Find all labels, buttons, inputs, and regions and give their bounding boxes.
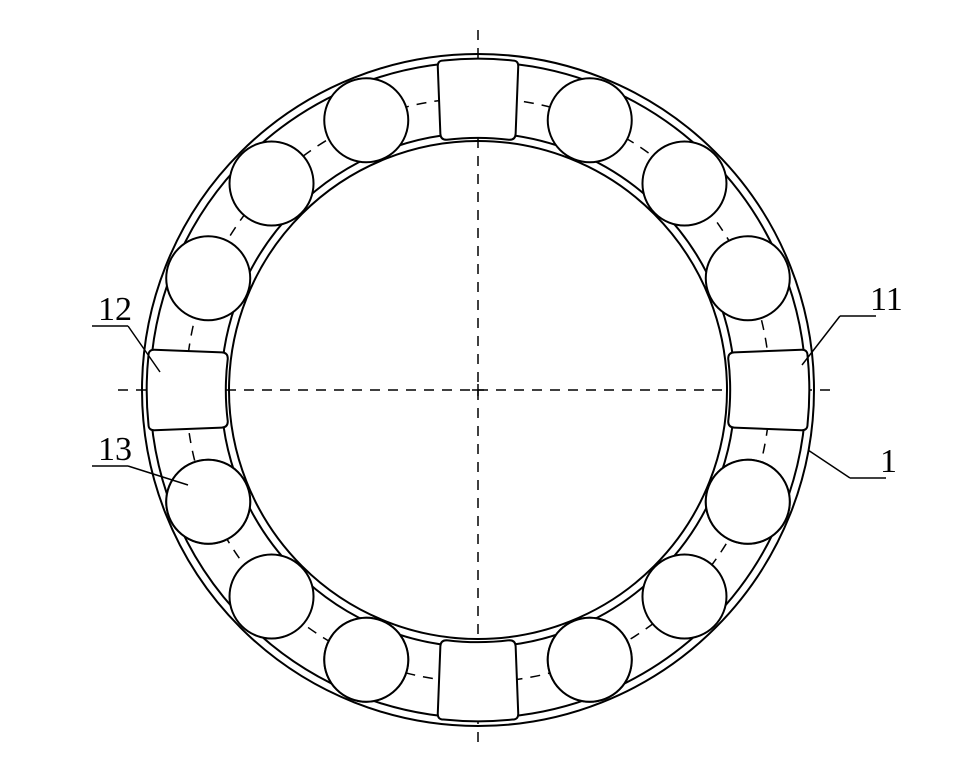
ball [324, 78, 408, 162]
ball [166, 236, 250, 320]
ball [548, 78, 632, 162]
l11-label: 11 [870, 281, 903, 318]
lock-block [147, 350, 228, 430]
lock-block [438, 640, 518, 721]
l1-label: 1 [880, 443, 897, 480]
lock-block [728, 350, 809, 430]
l13-label: 13 [98, 431, 132, 468]
ball [166, 460, 250, 544]
lock-block [438, 59, 518, 140]
ball [642, 554, 726, 638]
ball [706, 460, 790, 544]
ball [324, 618, 408, 702]
ball [642, 142, 726, 226]
ball [230, 554, 314, 638]
ball [548, 618, 632, 702]
l12-label: 12 [98, 291, 132, 328]
ball [706, 236, 790, 320]
ball [230, 142, 314, 226]
bearing-diagram: 11 12 13 1 [0, 0, 978, 762]
